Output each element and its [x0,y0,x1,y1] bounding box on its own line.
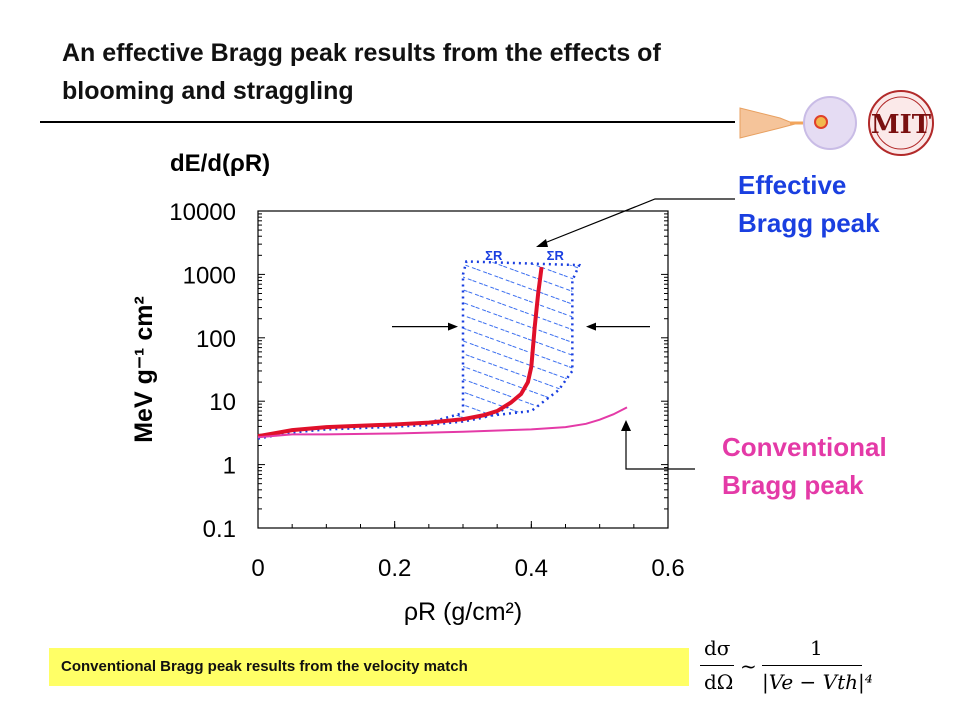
conventional-callout-arrowhead [621,420,631,431]
x-tick-label: 0 [251,555,264,582]
effective-callout-arrowhead [536,239,548,247]
y-tick-label: 100 [196,326,236,353]
left-arrowhead [448,322,458,331]
conventional-label-line2: Bragg peak [722,470,864,500]
burst-icon [814,115,828,129]
y-axis-label: MeV g⁻¹ cm² [130,296,158,443]
mit-logo: MIT [739,90,934,156]
effective-label-line1: Effective [738,170,847,200]
effective-curve [257,266,544,439]
conventional-curve [257,406,628,439]
x-axis-label: ρR (g/cm²) [404,598,522,626]
cross-section-formula: dσ dΩ ~ 1 |Ve − Vth|⁴ [700,628,930,708]
effective-label-line2: Bragg peak [738,208,880,238]
y-tick-label: 0.1 [203,516,236,543]
y-tick-label: 10 [209,389,236,416]
effective-callout-line [541,198,735,245]
effective-bragg-label: Effective Bragg peak [738,166,880,242]
velocity-match-note: Conventional Bragg peak results from the… [49,648,689,686]
formula-rhs-denominator: |Ve − Vth|⁴ [762,670,873,694]
plot-area: 0.1 1 10 100 1000 10000 0 0.2 0.4 0.6 ρR (g/cm²) Me… [130,198,735,626]
mit-logo-text: MIT [871,110,932,140]
beam-cone-icon [739,107,797,139]
seal-icon [868,90,934,156]
title-rule [40,121,735,123]
right-arrowhead [586,322,596,331]
sigma-r-label: ΣR [485,248,503,263]
straggling-band [428,260,582,424]
x-tick-label: 0.4 [515,555,548,582]
y-tick-label: 10000 [169,199,236,226]
x-tick-label: 0.2 [378,555,411,582]
y-tick-label: 1000 [183,262,236,289]
formula-relation: ~ [740,654,757,678]
sigma-r-label: ΣR [547,248,565,263]
y-quantity-title: dE/d(ρR) [170,150,271,177]
conventional-label-line1: Conventional [722,432,887,462]
formula-rhs-numerator: 1 [810,636,823,660]
target-sphere-icon [803,96,857,150]
x-tick-label: 0.6 [651,555,684,582]
y-tick-label: 1 [223,453,236,480]
conventional-callout-line [625,428,695,470]
formula-numerator: dσ [704,636,731,660]
conventional-bragg-label: Conventional Bragg peak [722,428,887,504]
slide-title: An effective Bragg peak results from the… [62,39,661,105]
formula-denominator: dΩ [704,670,734,694]
